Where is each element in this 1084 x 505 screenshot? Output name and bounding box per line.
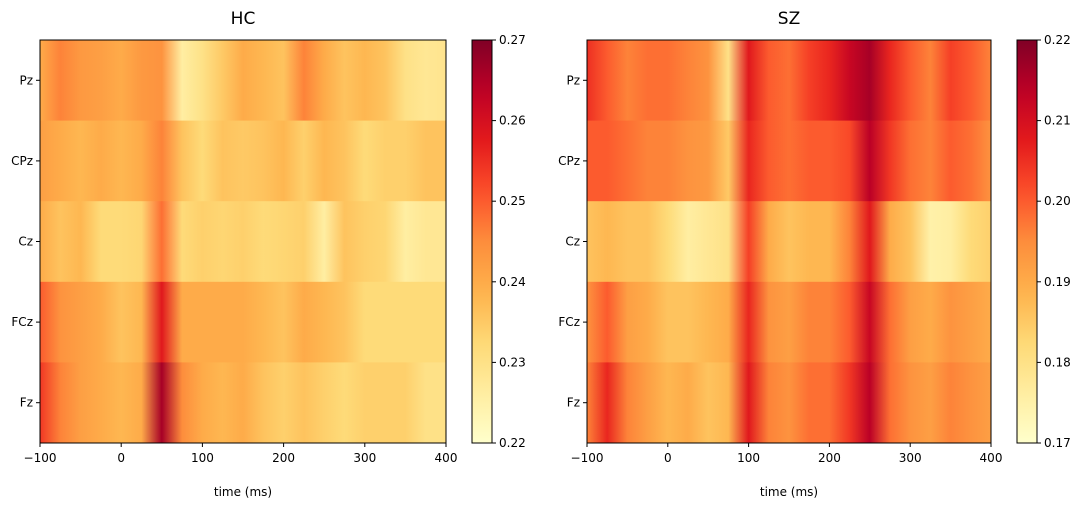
heatmap-sz: [587, 40, 991, 444]
heatmap-row-fcz: [40, 281, 446, 363]
x-tick-label: 100: [191, 451, 214, 465]
colorbar-frame: [1016, 39, 1038, 444]
colorbar-frame: [471, 39, 493, 444]
x-tick-label: 100: [737, 451, 760, 465]
y-tick-label: Pz: [566, 73, 580, 87]
colorbar-gradient: [472, 40, 492, 443]
x-tick-label: 400: [435, 451, 458, 465]
y-tick-label: Pz: [19, 73, 33, 87]
colorbar-tick-label: 0.21: [1044, 114, 1071, 128]
x-ticks-hc: −100 0 100 200 300 400: [24, 443, 458, 465]
x-ticks-sz: −100 0 100 200 300 400: [571, 443, 1003, 465]
colorbar-tick-label: 0.19: [1044, 275, 1071, 289]
y-tick-label: Fz: [567, 396, 580, 410]
panel-sz: SZ Pz CPz Cz FCz Fz −100 0 100 200 300 400 time (…: [558, 9, 1071, 499]
x-axis-label-sz: time (ms): [760, 485, 818, 499]
y-tick-label: FCz: [558, 315, 580, 329]
heatmap-hc: [40, 40, 446, 444]
chart-title-sz: SZ: [778, 9, 800, 29]
heatmap-row-pz: [40, 40, 446, 122]
heatmap-row-fcz: [587, 281, 991, 363]
x-tick-label: 300: [899, 451, 922, 465]
heatmap-row-fz: [40, 362, 446, 444]
x-tick-label: 400: [980, 451, 1003, 465]
heatmap-row-fz: [587, 362, 991, 444]
heatmap-row-cpz: [587, 120, 991, 202]
chart-title-hc: HC: [231, 9, 256, 29]
heatmap-row-cz: [587, 201, 991, 283]
colorbar-tick-label: 0.20: [1044, 194, 1071, 208]
x-tick-label: 0: [664, 451, 672, 465]
y-tick-label: Fz: [20, 396, 33, 410]
colorbar-tick-label: 0.22: [499, 436, 526, 450]
heatmap-row-cz: [40, 201, 446, 283]
colorbar-sz: 0.17 0.18 0.19 0.20 0.21 0.22: [1016, 33, 1071, 450]
y-ticks-hc: Pz CPz Cz FCz Fz: [11, 73, 40, 410]
heatmap-row-pz: [587, 40, 991, 122]
y-tick-label: Cz: [565, 235, 580, 249]
colorbar-tick-label: 0.24: [499, 275, 526, 289]
colorbar-tick-label: 0.23: [499, 355, 526, 369]
colorbar-tick-label: 0.22: [1044, 33, 1071, 47]
y-ticks-sz: Pz CPz Cz FCz Fz: [558, 73, 587, 410]
y-tick-label: Cz: [18, 235, 33, 249]
colorbar-tick-label: 0.25: [499, 194, 526, 208]
x-tick-label: −100: [571, 451, 604, 465]
y-tick-label: CPz: [558, 154, 580, 168]
colorbar-tick-label: 0.26: [499, 114, 526, 128]
panel-hc: HC Pz CPz Cz FCz Fz −100 0 100 200 300 400 time (…: [11, 9, 526, 499]
colorbar-gradient: [1017, 40, 1037, 443]
x-tick-label: 0: [117, 451, 125, 465]
colorbar-tick-label: 0.17: [1044, 436, 1071, 450]
heatmap-row-cpz: [40, 120, 446, 202]
x-tick-label: 200: [272, 451, 295, 465]
x-tick-label: 200: [818, 451, 841, 465]
x-tick-label: 300: [353, 451, 376, 465]
y-tick-label: CPz: [11, 154, 33, 168]
colorbar-tick-label: 0.27: [499, 33, 526, 47]
x-tick-label: −100: [24, 451, 57, 465]
colorbar-tick-label: 0.18: [1044, 355, 1071, 369]
y-tick-label: FCz: [11, 315, 33, 329]
x-axis-label-hc: time (ms): [214, 485, 272, 499]
colorbar-hc: 0.22 0.23 0.24 0.25 0.26 0.27: [471, 33, 526, 450]
